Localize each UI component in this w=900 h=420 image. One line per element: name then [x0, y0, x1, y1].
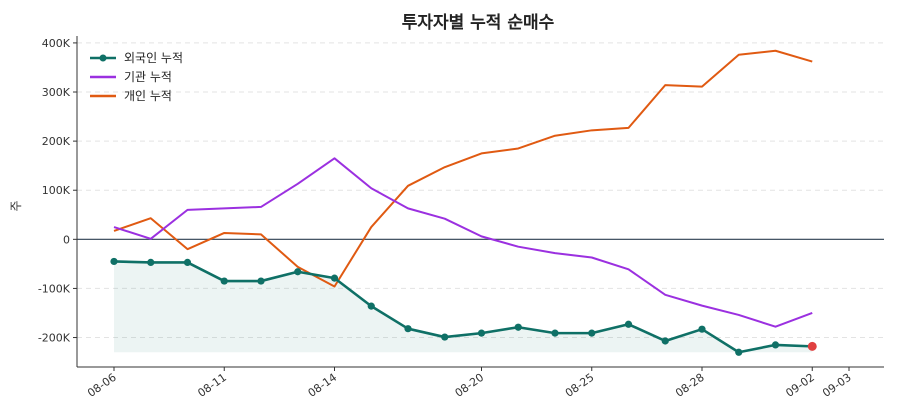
- y-axis-label: 주: [9, 200, 23, 211]
- y-tick-label: -200K: [38, 332, 71, 345]
- y-tick-label: 0: [63, 233, 70, 246]
- data-point: [624, 320, 633, 328]
- data-point: [147, 258, 155, 267]
- x-tick-label: 08-11: [195, 371, 229, 400]
- series-line-1: [113, 260, 813, 354]
- data-point: [588, 329, 596, 337]
- x-tick-label: 08-20: [453, 371, 487, 400]
- data-point: [404, 325, 412, 333]
- data-point: [330, 274, 339, 282]
- x-tick-label: 08-14: [306, 371, 340, 400]
- data-point: [367, 302, 375, 310]
- data-point: [257, 277, 265, 285]
- y-tick-label: 300K: [42, 86, 71, 99]
- data-point: [735, 348, 743, 356]
- y-tick-label: -100K: [38, 282, 71, 295]
- series-layer: [110, 49, 817, 356]
- x-tick-label: 09-03: [820, 371, 854, 400]
- data-point: [771, 341, 780, 349]
- data-point: [477, 329, 486, 337]
- data-point: [183, 258, 192, 267]
- x-tick-label: 08-25: [563, 371, 597, 400]
- data-point: [698, 325, 706, 333]
- data-point: [110, 257, 118, 266]
- last-data-point: [807, 341, 817, 351]
- x-tick-label: 09-02: [783, 371, 817, 400]
- y-tick-label: 200K: [42, 135, 71, 148]
- y-tick-label: 400K: [42, 37, 71, 50]
- series-line-3: [113, 49, 813, 288]
- legend-label: 기관 누적: [124, 70, 172, 84]
- data-point: [441, 333, 449, 341]
- legend-label: 개인 누적: [124, 89, 172, 103]
- legend-label: 외국인 누적: [124, 51, 183, 65]
- x-tick-label: 08-28: [673, 371, 707, 400]
- data-point: [220, 277, 228, 285]
- data-point: [514, 323, 522, 331]
- y-tick-label: 100K: [42, 184, 71, 197]
- legend-marker: [99, 54, 107, 62]
- x-tick-label: 08-06: [85, 371, 119, 400]
- chart-title: 투자자별 누적 순매수: [402, 13, 555, 33]
- series-line-2: [113, 157, 813, 328]
- data-point: [551, 329, 559, 337]
- data-point: [661, 337, 669, 345]
- data-point: [294, 268, 302, 276]
